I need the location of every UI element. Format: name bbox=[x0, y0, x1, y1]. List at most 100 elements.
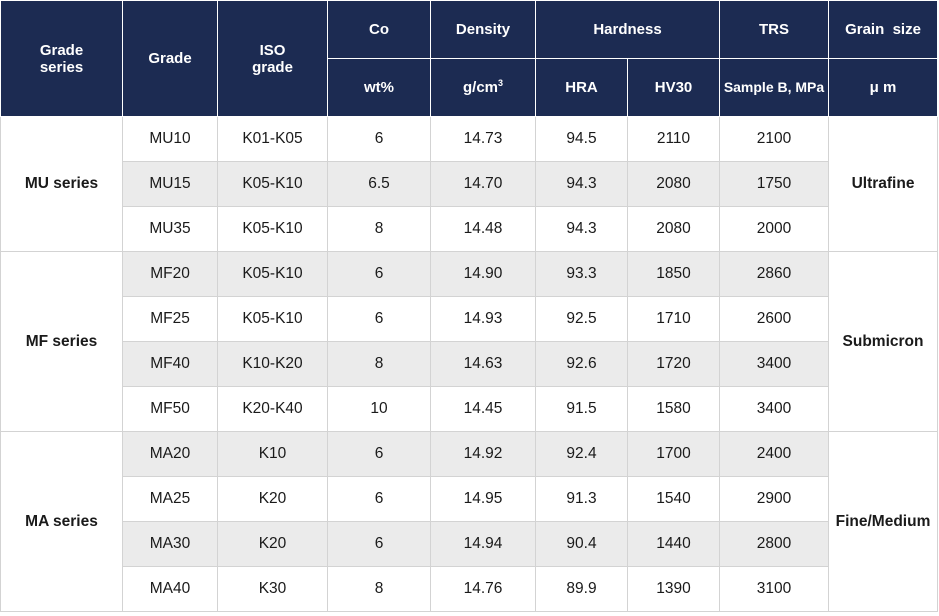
table-row: MU35 K05-K10 8 14.48 94.3 2080 2000 bbox=[1, 206, 938, 252]
cell-hv30: 2080 bbox=[627, 206, 720, 252]
table-row: MA30 K20 6 14.94 90.4 1440 2800 bbox=[1, 521, 938, 567]
cell-trs: 3100 bbox=[719, 566, 829, 612]
cell-trs: 1750 bbox=[719, 161, 829, 207]
cell-trs: 2100 bbox=[719, 116, 829, 162]
header-grade-series-line1: Grade bbox=[39, 41, 84, 59]
cell-co: 6 bbox=[327, 296, 431, 342]
cell-trs: 2600 bbox=[719, 296, 829, 342]
cell-trs: 2860 bbox=[719, 251, 829, 297]
cell-hra: 90.4 bbox=[535, 521, 628, 567]
cell-hra: 94.3 bbox=[535, 206, 628, 252]
cell-grade: MF20 bbox=[122, 251, 218, 297]
cell-hra: 91.3 bbox=[535, 476, 628, 522]
cell-hv30: 1540 bbox=[627, 476, 720, 522]
cell-hra: 92.6 bbox=[535, 341, 628, 387]
grain-label-mf: Submicron bbox=[828, 251, 938, 432]
cell-trs: 3400 bbox=[719, 341, 829, 387]
cell-hv30: 1720 bbox=[627, 341, 720, 387]
cell-iso: K20 bbox=[217, 521, 328, 567]
cell-hv30: 2110 bbox=[627, 116, 720, 162]
cell-hra: 94.5 bbox=[535, 116, 628, 162]
cell-grade: MU15 bbox=[122, 161, 218, 207]
header-grain-size: Grain size bbox=[828, 0, 938, 59]
header-grade-series: Grade series bbox=[0, 0, 123, 117]
header-hv30: HV30 bbox=[627, 58, 720, 117]
cell-grade: MF50 bbox=[122, 386, 218, 432]
cell-co: 6 bbox=[327, 476, 431, 522]
cell-iso: K05-K10 bbox=[217, 161, 328, 207]
cell-density: 14.92 bbox=[430, 431, 536, 477]
cell-grade: MF40 bbox=[122, 341, 218, 387]
cell-hv30: 1390 bbox=[627, 566, 720, 612]
cell-co: 10 bbox=[327, 386, 431, 432]
cell-trs: 2400 bbox=[719, 431, 829, 477]
series-label-ma: MA series bbox=[0, 431, 123, 612]
header-grain-unit: μ m bbox=[828, 58, 938, 117]
cell-iso: K30 bbox=[217, 566, 328, 612]
cell-density: 14.73 bbox=[430, 116, 536, 162]
header-co-unit: wt% bbox=[327, 58, 431, 117]
cell-density: 14.63 bbox=[430, 341, 536, 387]
cell-trs: 2900 bbox=[719, 476, 829, 522]
cell-co: 6 bbox=[327, 521, 431, 567]
table-row: MU15 K05-K10 6.5 14.70 94.3 2080 1750 bbox=[1, 161, 938, 207]
table-row: MU series MU10 K01-K05 6 14.73 94.5 2110… bbox=[0, 116, 938, 252]
table-row: MF25 K05-K10 6 14.93 92.5 1710 2600 bbox=[1, 296, 938, 342]
cell-co: 6.5 bbox=[327, 161, 431, 207]
series-label-mf: MF series bbox=[0, 251, 123, 432]
cell-density: 14.70 bbox=[430, 161, 536, 207]
density-unit-superscript: 3 bbox=[498, 78, 504, 88]
cell-density: 14.90 bbox=[430, 251, 536, 297]
cell-hra: 92.5 bbox=[535, 296, 628, 342]
cell-grade: MU35 bbox=[122, 206, 218, 252]
table-row: MF50 K20-K40 10 14.45 91.5 1580 3400 bbox=[1, 386, 938, 432]
cell-co: 8 bbox=[327, 206, 431, 252]
table-row: MA25 K20 6 14.95 91.3 1540 2900 bbox=[1, 476, 938, 522]
table-row: MF40 K10-K20 8 14.63 92.6 1720 3400 bbox=[1, 341, 938, 387]
cell-grade: MA40 bbox=[122, 566, 218, 612]
cell-iso: K10-K20 bbox=[217, 341, 328, 387]
cell-trs: 2800 bbox=[719, 521, 829, 567]
header-iso-grade-line2: grade bbox=[252, 58, 293, 76]
cell-grade: MA30 bbox=[122, 521, 218, 567]
cell-trs: 3400 bbox=[719, 386, 829, 432]
cell-grade: MU10 bbox=[122, 116, 218, 162]
cell-iso: K05-K10 bbox=[217, 206, 328, 252]
cell-iso: K01-K05 bbox=[217, 116, 328, 162]
header-hardness: Hardness bbox=[535, 0, 720, 59]
cell-co: 8 bbox=[327, 566, 431, 612]
cell-hra: 93.3 bbox=[535, 251, 628, 297]
table-row: MA series MA20 K10 6 14.92 92.4 1700 240… bbox=[0, 431, 938, 612]
cell-density: 14.93 bbox=[430, 296, 536, 342]
cell-density: 14.45 bbox=[430, 386, 536, 432]
cell-hv30: 1440 bbox=[627, 521, 720, 567]
cell-co: 6 bbox=[327, 431, 431, 477]
header-hra: HRA bbox=[535, 58, 628, 117]
table-row: MF series MF20 K05-K10 6 14.90 93.3 1850… bbox=[0, 251, 938, 432]
cell-co: 6 bbox=[327, 251, 431, 297]
cell-grade: MA20 bbox=[122, 431, 218, 477]
cell-hra: 89.9 bbox=[535, 566, 628, 612]
cell-co: 6 bbox=[327, 116, 431, 162]
header-grade: Grade bbox=[122, 0, 218, 117]
cell-iso: K10 bbox=[217, 431, 328, 477]
cell-hra: 92.4 bbox=[535, 431, 628, 477]
cell-co: 8 bbox=[327, 341, 431, 387]
header-density: Density bbox=[430, 0, 536, 59]
header-trs-unit: Sample B, MPa bbox=[719, 58, 829, 117]
cell-hv30: 1700 bbox=[627, 431, 720, 477]
header-iso-grade-line1: ISO bbox=[259, 41, 286, 59]
cell-grade: MF25 bbox=[122, 296, 218, 342]
header-co: Co bbox=[327, 0, 431, 59]
cell-iso: K20-K40 bbox=[217, 386, 328, 432]
header-grade-series-line2: series bbox=[39, 58, 84, 76]
table-header: Grade series Grade ISO grade Co Density … bbox=[0, 0, 938, 117]
cell-density: 14.95 bbox=[430, 476, 536, 522]
cell-density: 14.94 bbox=[430, 521, 536, 567]
grain-label-ma: Fine/Medium bbox=[828, 431, 938, 612]
cell-hra: 94.3 bbox=[535, 161, 628, 207]
cell-iso: K05-K10 bbox=[217, 251, 328, 297]
cell-density: 14.48 bbox=[430, 206, 536, 252]
cell-grade: MA25 bbox=[122, 476, 218, 522]
